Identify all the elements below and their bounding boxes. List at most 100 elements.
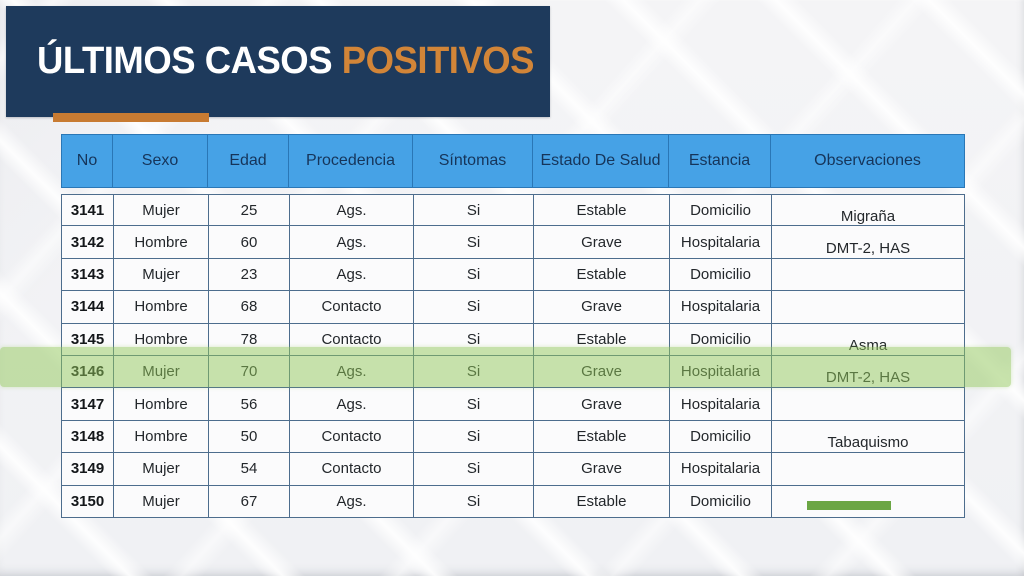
cell-edad: 25	[208, 194, 289, 227]
page-title: ÚLTIMOS CASOS POSITIVOS	[37, 40, 535, 83]
cell-estado: Grave	[533, 226, 669, 259]
cell-sintomas: Si	[413, 485, 533, 518]
cell-no: 3145	[61, 323, 113, 356]
cell-estado: Grave	[533, 291, 669, 324]
cell-observaciones: DMT-2, HAS	[771, 355, 965, 389]
cell-estancia: Domicilio	[669, 323, 771, 356]
cell-sexo: Mujer	[113, 453, 208, 486]
observaciones-text: Migraña	[840, 207, 896, 225]
cell-estancia: Domicilio	[669, 420, 771, 454]
table-row: 3144 Hombre 68 Contacto Si Grave Hospitalaria	[61, 291, 965, 324]
column-header-edad: Edad	[208, 134, 289, 188]
cell-observaciones	[771, 291, 965, 324]
cell-edad: 23	[208, 258, 289, 292]
cell-edad: 56	[208, 388, 289, 421]
cell-sintomas: Si	[413, 388, 533, 421]
cell-sexo: Hombre	[113, 226, 208, 259]
cell-procedencia: Ags.	[289, 485, 413, 518]
page-title-main: ÚLTIMOS CASOS	[37, 40, 342, 82]
table-row: 3141 Mujer 25 Ags. Si Estable Domicilio Migraña	[61, 194, 965, 227]
cell-observaciones: Tabaquismo	[771, 420, 965, 454]
cell-sexo: Hombre	[113, 323, 208, 356]
cell-no: 3149	[61, 453, 113, 486]
cell-sintomas: Si	[413, 420, 533, 454]
cell-procedencia: Ags.	[289, 258, 413, 292]
cell-observaciones: Migraña	[771, 194, 965, 227]
cell-sexo: Hombre	[113, 388, 208, 421]
table-row: 3142 Hombre 60 Ags. Si Grave Hospitalaria DMT-2…	[61, 226, 965, 259]
cell-sexo: Mujer	[113, 258, 208, 292]
cell-estancia: Domicilio	[669, 485, 771, 518]
cell-edad: 54	[208, 453, 289, 486]
cell-sintomas: Si	[413, 323, 533, 356]
cell-procedencia: Ags.	[289, 355, 413, 389]
column-header-sintomas: Síntomas	[413, 134, 533, 188]
cell-no: 3146	[61, 355, 113, 389]
cell-estancia: Hospitalaria	[669, 226, 771, 259]
cell-procedencia: Ags.	[289, 388, 413, 421]
title-accent-bar	[53, 113, 209, 122]
cell-observaciones	[771, 258, 965, 292]
cell-sexo: Mujer	[113, 485, 208, 518]
cell-estado: Estable	[533, 194, 669, 227]
cell-edad: 78	[208, 323, 289, 356]
cell-estado: Grave	[533, 453, 669, 486]
cell-procedencia: Ags.	[289, 194, 413, 227]
observaciones-text: Tabaquismo	[827, 433, 909, 451]
cell-observaciones	[771, 485, 965, 518]
cell-estancia: Hospitalaria	[669, 355, 771, 389]
cases-table: No Sexo Edad Procedencia Síntomas Estado…	[61, 134, 965, 518]
cell-sintomas: Si	[413, 355, 533, 389]
table-header-row: No Sexo Edad Procedencia Síntomas Estado…	[61, 134, 965, 188]
cell-estancia: Domicilio	[669, 258, 771, 292]
cell-sexo: Hombre	[113, 291, 208, 324]
cell-no: 3148	[61, 420, 113, 454]
cell-no: 3144	[61, 291, 113, 324]
column-header-sexo: Sexo	[113, 134, 208, 188]
cell-edad: 60	[208, 226, 289, 259]
cell-estado: Estable	[533, 420, 669, 454]
table-row: 3148 Hombre 50 Contacto Si Estable Domicilio Ta…	[61, 420, 965, 454]
table-row: 3145 Hombre 78 Contacto Si Estable Domicilio As…	[61, 323, 965, 356]
cell-estado: Estable	[533, 323, 669, 356]
cell-estancia: Hospitalaria	[669, 291, 771, 324]
cell-no: 3141	[61, 194, 113, 227]
cell-sintomas: Si	[413, 194, 533, 227]
cell-estancia: Hospitalaria	[669, 388, 771, 421]
cell-observaciones	[771, 453, 965, 486]
cell-procedencia: Contacto	[289, 453, 413, 486]
cell-edad: 50	[208, 420, 289, 454]
observaciones-text: Asma	[848, 336, 888, 354]
cell-sexo: Hombre	[113, 420, 208, 454]
cell-sexo: Mujer	[113, 194, 208, 227]
table-body: 3141 Mujer 25 Ags. Si Estable Domicilio Migraña…	[61, 194, 965, 518]
cell-estado: Grave	[533, 388, 669, 421]
cell-edad: 68	[208, 291, 289, 324]
observaciones-text: DMT-2, HAS	[825, 369, 911, 387]
redaction-bar	[807, 500, 891, 510]
cell-sintomas: Si	[413, 291, 533, 324]
column-header-procedencia: Procedencia	[289, 134, 413, 188]
column-header-observaciones: Observaciones	[771, 134, 965, 188]
page-title-accent: POSITIVOS	[341, 40, 535, 82]
cell-estado: Grave	[533, 355, 669, 389]
table-row: 3150 Mujer 67 Ags. Si Estable Domicilio	[61, 485, 965, 518]
cell-procedencia: Contacto	[289, 323, 413, 356]
cell-edad: 70	[208, 355, 289, 389]
cell-sintomas: Si	[413, 258, 533, 292]
title-block: ÚLTIMOS CASOS POSITIVOS	[6, 6, 550, 117]
column-header-estancia: Estancia	[669, 134, 771, 188]
cell-no: 3147	[61, 388, 113, 421]
cell-estado: Estable	[533, 485, 669, 518]
cell-edad: 67	[208, 485, 289, 518]
table-row: 3143 Mujer 23 Ags. Si Estable Domicilio	[61, 258, 965, 292]
column-header-no: No	[61, 134, 113, 188]
cell-no: 3150	[61, 485, 113, 518]
cell-procedencia: Contacto	[289, 291, 413, 324]
cell-sexo: Mujer	[113, 355, 208, 389]
cell-procedencia: Contacto	[289, 420, 413, 454]
cell-observaciones	[771, 388, 965, 421]
cell-observaciones: DMT-2, HAS	[771, 226, 965, 259]
cell-sintomas: Si	[413, 453, 533, 486]
